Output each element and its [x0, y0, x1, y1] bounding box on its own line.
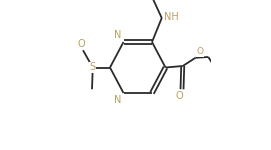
Text: O: O	[196, 47, 203, 56]
Text: O: O	[176, 91, 183, 101]
Text: O: O	[78, 39, 85, 49]
Text: NH: NH	[164, 12, 179, 22]
Text: N: N	[114, 30, 121, 40]
Text: N: N	[114, 95, 121, 105]
Text: S: S	[90, 63, 96, 72]
